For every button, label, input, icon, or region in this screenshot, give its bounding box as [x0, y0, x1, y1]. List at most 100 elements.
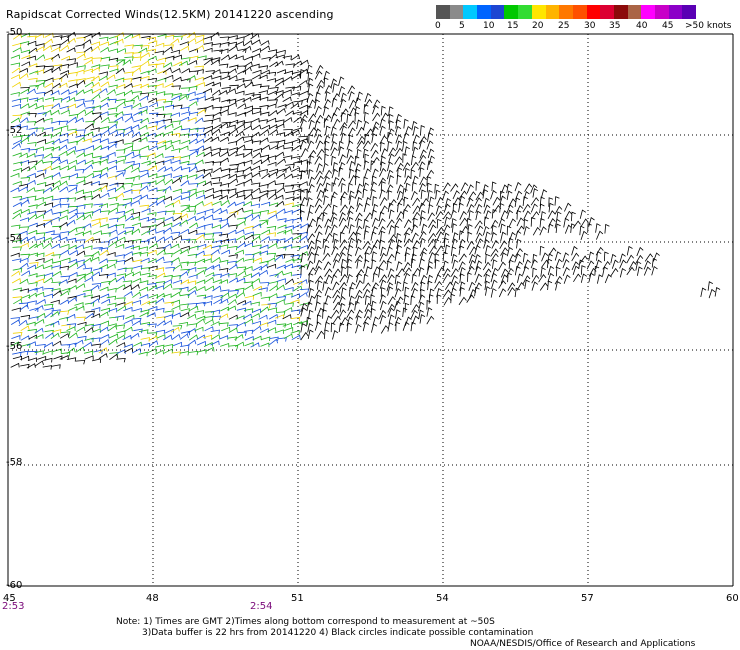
- wind-barb: [371, 259, 377, 269]
- wind-barb: [379, 155, 386, 166]
- wind-barb: [108, 48, 119, 53]
- wind-barb: [588, 251, 595, 261]
- wind-barb: [219, 148, 229, 153]
- wind-barb: [363, 259, 370, 269]
- wind-barb: [202, 334, 213, 340]
- wind-barb: [268, 280, 278, 286]
- wind-barb: [411, 155, 417, 166]
- wind-barb: [235, 120, 245, 125]
- wind-barb: [67, 342, 77, 348]
- wind-barb: [196, 285, 206, 292]
- wind-barb: [370, 181, 378, 191]
- wind-barb: [210, 31, 220, 38]
- wind-barb: [218, 219, 229, 224]
- wind-barb: [459, 217, 468, 227]
- wind-barb: [275, 54, 285, 59]
- wind-barb: [243, 139, 254, 144]
- wind-barb: [10, 187, 20, 193]
- time-label-first: 2:53: [2, 601, 25, 612]
- wind-barb: [507, 272, 512, 283]
- wind-barb: [43, 303, 54, 309]
- wind-barb: [443, 296, 452, 306]
- wind-barb: [26, 88, 36, 95]
- wind-barb: [66, 347, 76, 355]
- wind-barb: [269, 336, 279, 342]
- wind-barb: [42, 237, 52, 242]
- wind-barb: [35, 252, 45, 258]
- wind-barb: [324, 295, 332, 305]
- wind-barb: [291, 334, 301, 341]
- wind-barb: [181, 67, 191, 74]
- wind-barb: [539, 203, 545, 214]
- wind-barb: [235, 287, 245, 293]
- wind-barb: [587, 223, 592, 233]
- wind-barb: [372, 196, 378, 206]
- wind-barb: [323, 203, 332, 212]
- wind-barb: [387, 286, 394, 296]
- wind-barb: [125, 314, 135, 320]
- wind-barb: [132, 56, 142, 61]
- wind-barb: [35, 318, 45, 325]
- wind-barb: [322, 211, 328, 222]
- wind-barb: [76, 316, 86, 322]
- wind-barb: [195, 169, 206, 174]
- wind-barb: [227, 229, 237, 235]
- wind-barb: [52, 340, 62, 347]
- wind-barb: [291, 73, 301, 80]
- wind-barb: [365, 266, 372, 276]
- wind-barb: [298, 138, 308, 143]
- wind-barb: [458, 190, 468, 199]
- wind-barb: [372, 112, 381, 122]
- wind-barb: [251, 165, 261, 171]
- wind-barb: [315, 245, 322, 256]
- wind-barb: [331, 309, 340, 318]
- wind-barb: [75, 176, 86, 181]
- wind-barb: [139, 329, 149, 334]
- wind-barb: [356, 126, 365, 136]
- wind-barb: [626, 245, 633, 256]
- wind-barb: [388, 225, 395, 235]
- wind-barb: [187, 253, 198, 259]
- wind-barb: [308, 218, 316, 228]
- wind-barb: [251, 53, 261, 58]
- wind-barb: [74, 302, 84, 307]
- wind-barb: [218, 89, 228, 96]
- wind-barb: [394, 251, 401, 261]
- wind-barb: [484, 210, 492, 220]
- wind-barb: [251, 107, 262, 113]
- wind-barb: [475, 260, 483, 270]
- wind-barb: [402, 209, 408, 219]
- wind-barb: [29, 316, 39, 321]
- colorbar-swatch: [668, 5, 683, 19]
- colorbar-label: >50 knots: [685, 21, 732, 31]
- wind-barb: [219, 109, 229, 114]
- wind-barb: [379, 161, 386, 171]
- wind-barb: [274, 60, 284, 68]
- wind-barb: [93, 115, 103, 122]
- wind-barb: [388, 120, 394, 130]
- wind-barb: [340, 317, 349, 326]
- wind-barb: [28, 229, 38, 235]
- wind-barb: [162, 113, 173, 118]
- wind-barb: [20, 88, 30, 94]
- wind-barb: [20, 208, 30, 214]
- wind-barb: [332, 82, 338, 93]
- wind-barb: [219, 157, 229, 164]
- wind-barb: [235, 77, 245, 83]
- wind-barb: [333, 238, 339, 249]
- wind-barb: [179, 213, 189, 220]
- wind-barb: [186, 261, 197, 267]
- wind-barb: [180, 128, 191, 133]
- wind-barb: [355, 315, 362, 325]
- wind-barb: [109, 202, 119, 208]
- wind-barb: [83, 68, 94, 74]
- wind-barb: [236, 235, 246, 241]
- wind-barb: [362, 288, 371, 298]
- wind-barb: [163, 46, 173, 53]
- wind-barb: [187, 215, 197, 222]
- wind-barb: [380, 141, 385, 152]
- wind-barb: [180, 166, 191, 172]
- wind-barb: [107, 123, 118, 130]
- wind-barb: [227, 112, 237, 117]
- wind-barb: [314, 155, 323, 165]
